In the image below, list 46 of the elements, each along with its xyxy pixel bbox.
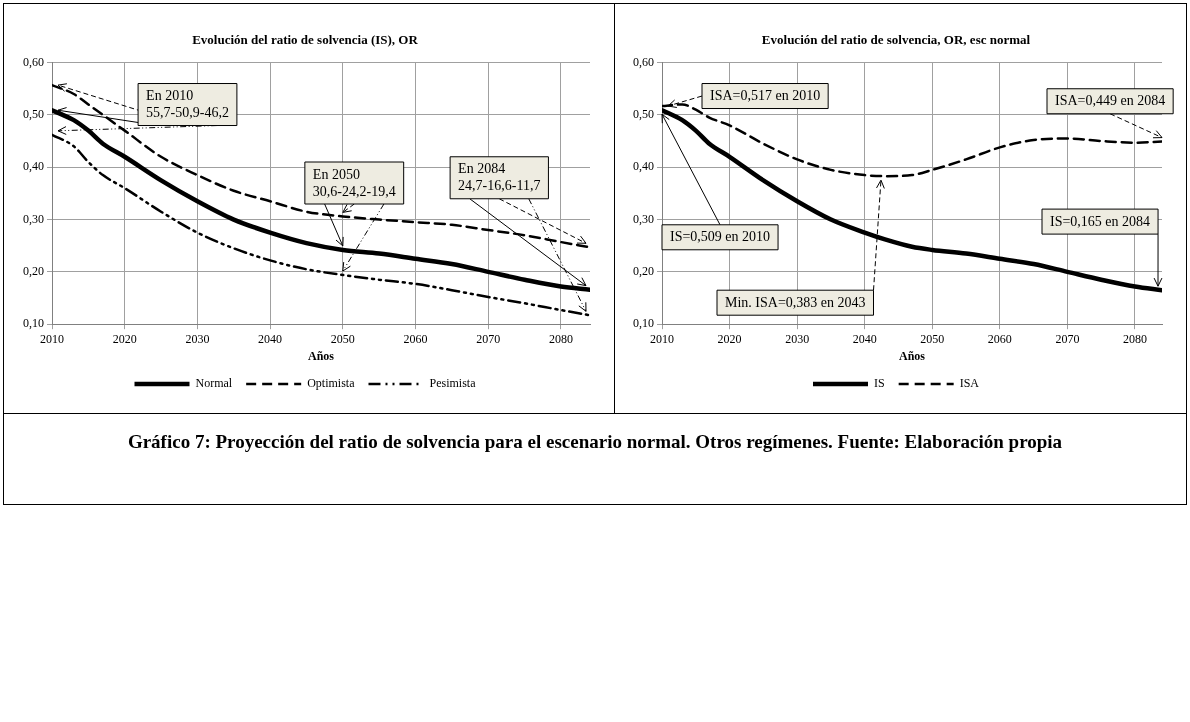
x-axis-title: Años: [898, 348, 926, 363]
annotation: Min. ISA=0,383 en 2043: [725, 294, 866, 310]
x-tick-label: 2080: [1122, 331, 1147, 346]
y-tick-label: 0,60: [23, 54, 44, 69]
x-tick-label: 2040: [852, 331, 877, 346]
annotation: En 2010 55,7-50,9-46,2: [146, 88, 229, 121]
legend-label: Normal: [195, 376, 233, 391]
y-tick-label: 0,60: [633, 54, 654, 69]
x-tick-label: 2020: [717, 331, 742, 346]
legend-label: ISA: [959, 376, 980, 391]
x-tick-label: 2020: [112, 331, 137, 346]
x-tick-label: 2030: [185, 331, 210, 346]
y-tick-label: 0,10: [23, 316, 44, 331]
y-tick-label: 0,30: [633, 211, 654, 226]
x-axis-title: Años: [307, 348, 335, 363]
x-tick-label: 2010: [650, 331, 674, 346]
x-tick-label: 2040: [258, 331, 283, 346]
y-tick-label: 0,20: [23, 264, 44, 279]
x-tick-label: 2070: [476, 331, 501, 346]
chart-title: Evolución del ratio de solvencia, OR, esc normal: [761, 32, 1031, 48]
y-tick-label: 0,50: [23, 107, 44, 122]
y-tick-label: 0,40: [23, 159, 44, 174]
text: Gráfico 7: Proyección del ratio de solvencia para el escenario normal. Otros regímenes. Fuente: Elaboración propia: [126, 430, 1064, 454]
x-tick-label: 2070: [1055, 331, 1080, 346]
y-tick-label: 0,40: [633, 159, 654, 174]
legend-label: Pesimista: [429, 376, 477, 391]
x-tick-label: 2010: [40, 331, 64, 346]
annotation: IS=0,165 en 2084: [1050, 213, 1151, 229]
legend-label: IS: [874, 376, 885, 391]
annotation: IS=0,509 en 2010: [670, 229, 771, 245]
annotation: ISA=0,449 en 2084: [1055, 93, 1166, 109]
x-tick-label: 2060: [987, 331, 1012, 346]
x-tick-label: 2030: [785, 331, 810, 346]
legend-label: Optimista: [307, 376, 356, 391]
y-tick-label: 0,20: [633, 264, 654, 279]
annotation: En 2084 24,7-16,6-11,7: [458, 161, 541, 194]
chart-title: Evolución del ratio de solvencia (IS), OR: [192, 32, 419, 48]
y-tick-label: 0,50: [633, 107, 654, 122]
x-tick-label: 2050: [330, 331, 355, 346]
annotation: ISA=0,517 en 2010: [710, 88, 821, 104]
x-tick-label: 2060: [403, 331, 428, 346]
y-tick-label: 0,10: [633, 316, 654, 331]
x-tick-label: 2080: [548, 331, 573, 346]
y-tick-label: 0,30: [23, 211, 44, 226]
annotation: En 2050 30,6-24,2-19,4: [312, 166, 396, 199]
x-tick-label: 2050: [920, 331, 945, 346]
